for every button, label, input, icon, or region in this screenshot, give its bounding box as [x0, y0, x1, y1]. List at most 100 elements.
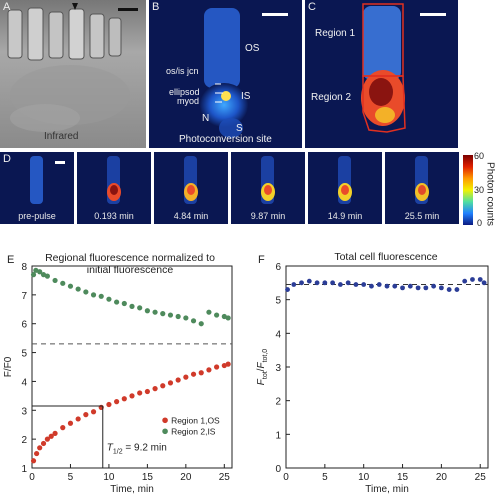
label-myoid: myod	[177, 96, 200, 106]
panel-c-scale-bar	[420, 13, 446, 16]
chart-e-data-point	[225, 315, 231, 321]
chart-e-legend-marker	[162, 417, 168, 424]
chart-e-data-point	[67, 420, 74, 426]
chart-e-y-tick-label: 4	[21, 377, 27, 388]
chart-f-data-point	[322, 280, 328, 286]
time-frame: 0.193 min	[77, 152, 151, 224]
chart-f-total-fluorescence: F Total cell fluorescence 0 5 10 15 20 25 0 1 2 3 4 5…	[256, 251, 489, 495]
label-region-2: Region 2	[311, 92, 352, 103]
chart-e-data-point	[175, 313, 181, 320]
chart-f-data-point	[369, 283, 374, 289]
chart-e-data-point	[129, 303, 135, 309]
chart-e-data-point	[198, 321, 204, 327]
chart-e-data-point	[75, 286, 81, 292]
chart-e-data-point	[90, 409, 97, 415]
photoconversion-cell-image	[149, 0, 302, 148]
chart-e-x-tick-label: 25	[219, 472, 231, 483]
chart-f-x-tick-label: 0	[283, 472, 289, 483]
chart-f-data-point	[431, 283, 437, 289]
chart-f-y-tick-label: 5	[275, 296, 281, 307]
chart-f-data-point	[407, 283, 413, 289]
chart-e-y-tick-label: 5	[21, 349, 27, 360]
chart-e-x-axis-label: Time, min	[110, 484, 154, 495]
frame-time-label: 0.193 min	[94, 211, 134, 221]
colorbar-tick-min: 0	[477, 218, 483, 228]
chart-e-data-point	[75, 416, 81, 422]
label-ellipsoid: ellipsod	[169, 87, 200, 97]
colorbar: 60 30 0 Photon counts	[463, 151, 500, 234]
chart-e-y-tick-label: 8	[21, 262, 27, 273]
chart-f-y-tick-label: 6	[275, 262, 281, 273]
chart-e-x-tick-label: 20	[180, 472, 192, 483]
chart-f-y-axis-label: Ftot/Ftot,0	[256, 349, 269, 386]
chart-e-y-tick-label: 6	[21, 320, 27, 331]
chart-e-data-point	[83, 412, 89, 418]
chart-f-y-tick-label: 0	[275, 464, 281, 475]
chart-e-data-point	[83, 289, 89, 295]
chart-e-legend-marker	[162, 428, 168, 435]
chart-f-y-tick-label: 1	[275, 430, 281, 441]
chart-e-data-point	[152, 386, 158, 392]
chart-f-y-tick-label: 4	[275, 329, 281, 340]
chart-e-data-point	[144, 388, 150, 395]
chart-e-regional-fluorescence: E Regional fluorescence normalized toinit…	[3, 252, 233, 495]
chart-e-y-axis-label: F/F0	[3, 356, 14, 377]
chart-f-data-point	[345, 280, 351, 286]
chart-e-data-point	[206, 367, 212, 373]
chart-e-x-tick-label: 5	[68, 472, 74, 483]
chart-e-data-point	[52, 430, 58, 436]
chart-f-data-point	[446, 287, 452, 292]
chart-e-data-point	[30, 272, 37, 278]
label-nucleus: N	[202, 113, 210, 124]
panel-c-regions-image: C Region 1 Region 2	[305, 0, 458, 148]
panel-f-label: F	[258, 254, 265, 266]
frame-cell-image	[30, 156, 43, 204]
chart-f-data-point	[392, 283, 398, 289]
chart-f-data-point	[470, 277, 475, 282]
chart-e-x-tick-label: 15	[142, 472, 154, 483]
chart-e-data-point	[167, 380, 174, 386]
chart-e-data-point	[144, 308, 150, 314]
chart-e-data-point	[48, 433, 54, 439]
chart-e-y-tick-label: 2	[21, 435, 27, 446]
photoconversion-spot	[221, 91, 231, 101]
chart-e-title-line2: initial fluorescence	[87, 264, 174, 276]
chart-e-data-point	[214, 364, 220, 370]
chart-f-data-point	[462, 278, 468, 284]
frame-cell-image	[338, 156, 352, 204]
panel-d-label: D	[3, 153, 11, 165]
chart-e-data-point	[190, 371, 197, 377]
chart-f-data-point	[481, 280, 487, 286]
chart-e-data-point	[190, 318, 197, 324]
chart-e-data-point	[52, 277, 58, 284]
chart-e-data-point	[60, 280, 66, 286]
chart-e-data-point	[183, 374, 189, 380]
chart-f-data-point	[384, 283, 390, 289]
chart-e-frame	[31, 265, 233, 469]
time-frame: 25.5 min	[385, 152, 459, 224]
chart-e-data-point	[183, 315, 189, 321]
label-inner-segment: IS	[241, 91, 251, 102]
chart-f-y-tick-label: 2	[275, 397, 281, 408]
chart-e-data-point	[114, 399, 120, 405]
chart-f-title: Total cell fluorescence	[334, 251, 437, 263]
region-2-outline	[362, 75, 406, 133]
chart-f-data-point	[285, 287, 290, 292]
chart-f-data-point	[438, 285, 444, 291]
frame-time-label: 25.5 min	[404, 211, 440, 221]
label-region-1: Region 1	[315, 28, 356, 39]
chart-e-data-point	[121, 396, 127, 402]
chart-f-data-point	[291, 282, 297, 287]
chart-e-data-point	[30, 458, 37, 464]
chart-f-data-point	[361, 282, 367, 287]
chart-e-data-point	[106, 296, 112, 302]
chart-f-x-tick-label: 25	[475, 472, 487, 483]
chart-e-data-point	[37, 269, 43, 275]
chart-f-data-point	[299, 280, 304, 286]
panel-e-label: E	[7, 254, 14, 266]
chart-f-x-tick-label: 5	[322, 472, 328, 483]
panel-b-label: B	[152, 1, 160, 13]
chart-e-data-point	[44, 436, 50, 442]
chart-e-data-point	[160, 311, 166, 317]
